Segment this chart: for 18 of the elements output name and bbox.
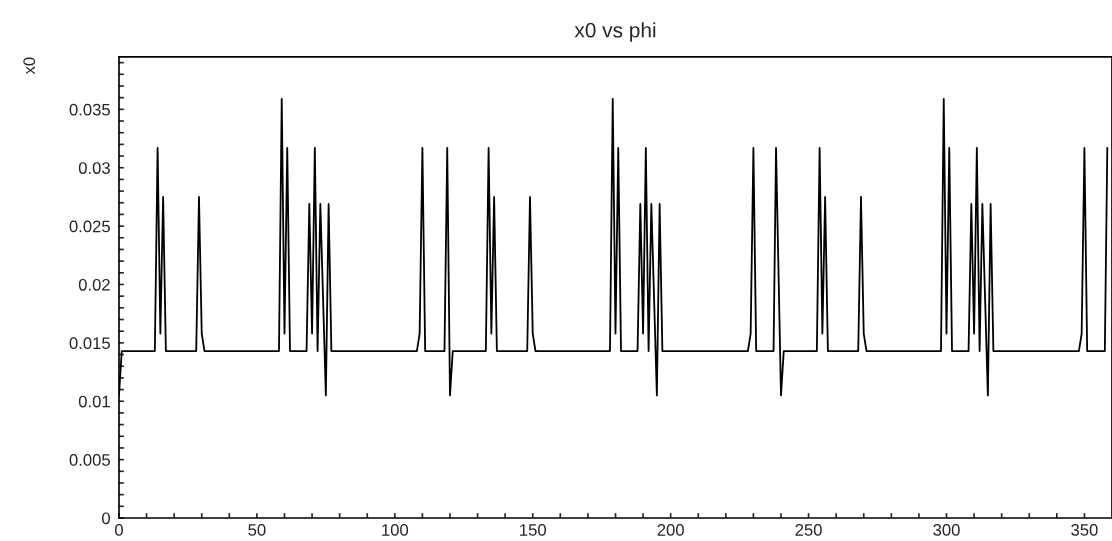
x-tick-label: 350 — [1071, 524, 1098, 536]
y-tick-label: 0.015 — [69, 337, 110, 350]
y-tick-label: 0 — [102, 512, 110, 525]
x-tick-label: 50 — [248, 524, 266, 536]
x-tick-label: 200 — [657, 524, 684, 536]
y-tick-label: 0.02 — [78, 278, 110, 291]
y-tick-label: 0.035 — [69, 103, 110, 116]
y-tick-label: 0.03 — [78, 162, 110, 174]
y-axis-title: x0 — [23, 57, 36, 75]
x-tick-label: 150 — [520, 524, 546, 536]
x-tick-label: 0 — [115, 524, 123, 536]
chart-title: x0 vs phi — [574, 22, 656, 42]
x-tick-label: 300 — [933, 524, 960, 536]
x-tick-label: 100 — [382, 524, 409, 536]
y-tick-label: 0.025 — [69, 220, 110, 233]
y-tick-label: 0.005 — [69, 454, 110, 466]
x-tick-label: 250 — [795, 524, 822, 536]
y-tick-label: 0.01 — [78, 395, 110, 408]
